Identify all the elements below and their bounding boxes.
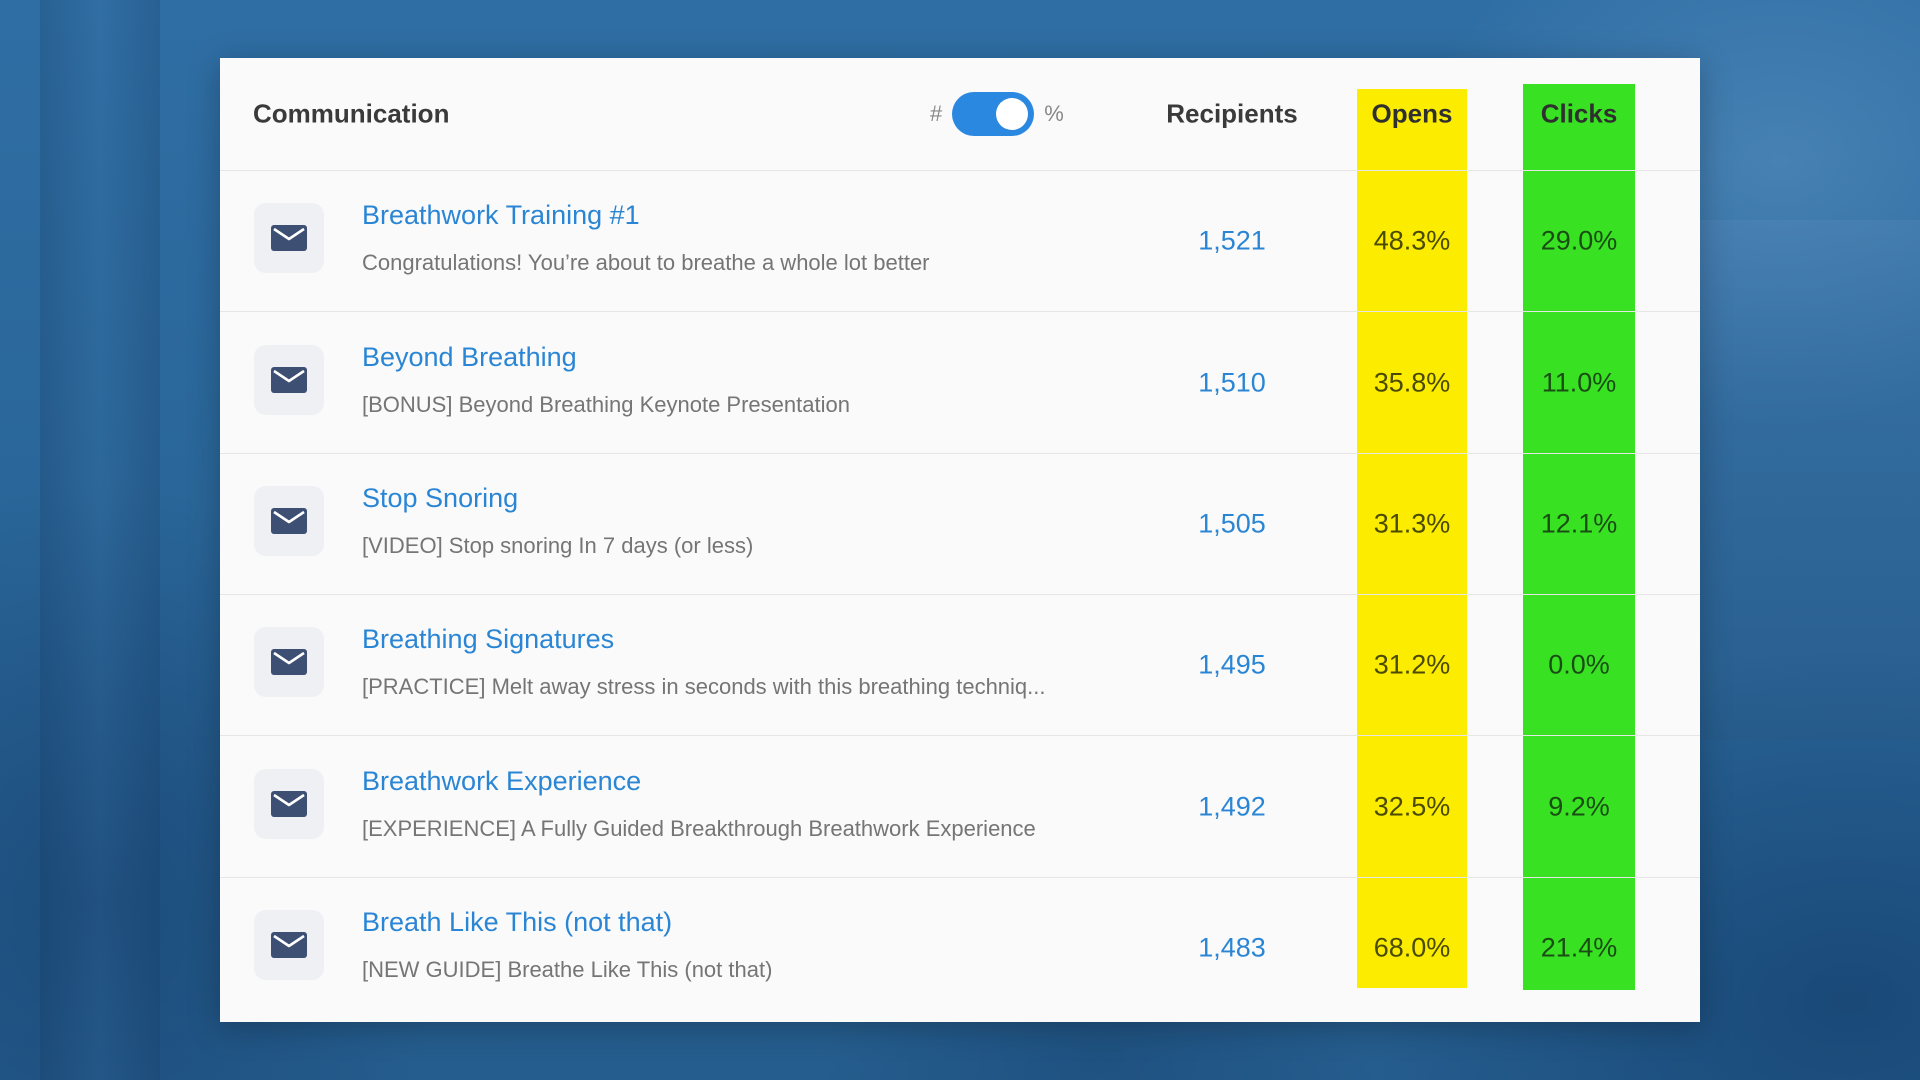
clicks-rate: 0.0% xyxy=(1548,649,1610,679)
clicks-rate: 29.0% xyxy=(1540,225,1618,255)
count-percent-toggle-group: # % xyxy=(930,92,1064,136)
toggle-label-count: # xyxy=(930,101,943,126)
clicks-header[interactable]: Clicks xyxy=(1540,98,1618,129)
clicks-rate: 11.0% xyxy=(1541,367,1617,397)
email-subject-link[interactable]: Breathing Signatures xyxy=(362,624,615,654)
table-row: Beyond Breathing [BONUS] Beyond Breathin… xyxy=(220,312,1700,454)
table-row: Breathwork Experience [EXPERIENCE] A Ful… xyxy=(220,736,1700,878)
email-preview-text: [NEW GUIDE] Breathe Like This (not that) xyxy=(362,957,773,982)
mail-icon xyxy=(254,345,324,415)
mail-icon xyxy=(254,486,324,556)
email-preview-text: [PRACTICE] Melt away stress in seconds w… xyxy=(362,674,1046,699)
email-preview-text: [EXPERIENCE] A Fully Guided Breakthrough… xyxy=(362,816,1036,841)
table-row: Breath Like This (not that) [NEW GUIDE] … xyxy=(220,877,1700,1018)
communication-header: Communication xyxy=(253,98,450,129)
mail-icon xyxy=(254,203,324,273)
email-preview-text: [BONUS] Beyond Breathing Keynote Present… xyxy=(362,392,850,417)
clicks-rate: 12.1% xyxy=(1540,508,1618,538)
mail-icon xyxy=(254,627,324,697)
table-row: Breathing Signatures [PRACTICE] Melt awa… xyxy=(220,594,1700,736)
mail-icon xyxy=(254,910,324,980)
clicks-rate: 9.2% xyxy=(1548,791,1610,821)
opens-rate: 35.8% xyxy=(1373,367,1451,397)
email-subject-link[interactable]: Breathwork Experience xyxy=(362,766,642,796)
opens-rate: 68.0% xyxy=(1373,932,1451,962)
recipients-count[interactable]: 1,492 xyxy=(1198,791,1266,821)
email-preview-text: Congratulations! You’re about to breathe… xyxy=(362,250,930,275)
opens-column-highlight xyxy=(1357,89,1467,988)
email-subject-link[interactable]: Breath Like This (not that) xyxy=(362,907,673,937)
toggle-knob xyxy=(996,98,1029,130)
mail-icon xyxy=(254,769,324,839)
recipients-count[interactable]: 1,521 xyxy=(1198,225,1266,255)
email-subject-link[interactable]: Beyond Breathing xyxy=(362,342,577,372)
recipients-count[interactable]: 1,483 xyxy=(1198,932,1266,962)
email-subject-link[interactable]: Stop Snoring xyxy=(362,483,519,513)
opens-header[interactable]: Opens xyxy=(1371,98,1453,129)
count-percent-toggle[interactable] xyxy=(952,92,1035,136)
clicks-column-highlight xyxy=(1523,84,1635,990)
communications-table: Communication # % Recipients Opens Click… xyxy=(220,58,1700,1022)
table-row: Breathwork Training #1 Congratulations! … xyxy=(220,170,1700,312)
recipients-header[interactable]: Recipients xyxy=(1166,98,1298,129)
toggle-label-percent: % xyxy=(1044,101,1064,126)
opens-rate: 32.5% xyxy=(1373,791,1451,821)
table-header: Communication # % Recipients Opens Click… xyxy=(220,58,1700,171)
recipients-count[interactable]: 1,510 xyxy=(1198,367,1266,397)
clicks-rate: 21.4% xyxy=(1540,932,1618,962)
recipients-count[interactable]: 1,505 xyxy=(1198,508,1266,538)
opens-rate: 31.2% xyxy=(1373,649,1451,679)
email-preview-text: [VIDEO] Stop snoring In 7 days (or less) xyxy=(362,533,754,558)
recipients-count[interactable]: 1,495 xyxy=(1198,649,1266,679)
opens-rate: 48.3% xyxy=(1373,225,1451,255)
email-subject-link[interactable]: Breathwork Training #1 xyxy=(362,200,640,230)
opens-rate: 31.3% xyxy=(1373,508,1451,538)
table-row: Stop Snoring [VIDEO] Stop snoring In 7 d… xyxy=(220,453,1700,595)
